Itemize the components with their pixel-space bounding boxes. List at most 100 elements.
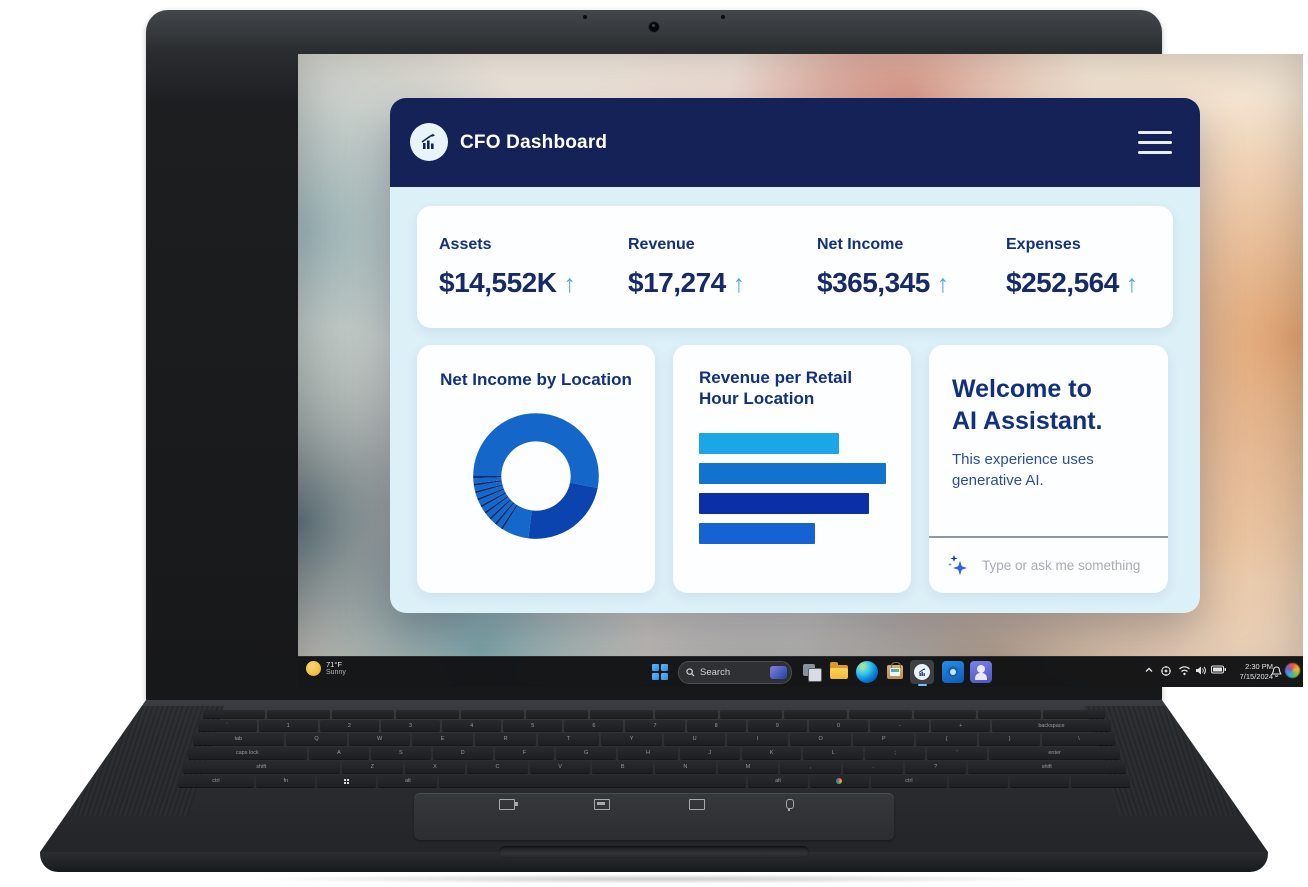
key: fn: [256, 775, 316, 787]
key: alt: [748, 775, 808, 787]
key: 2: [319, 720, 379, 731]
key: {: [916, 733, 978, 745]
key: M: [717, 761, 779, 773]
key: [719, 710, 783, 718]
gear-icon[interactable]: [1160, 665, 1172, 677]
weather-temp: 71°F: [326, 660, 342, 669]
key: Q: [286, 733, 348, 745]
tray-time: 2:30 PM: [1245, 662, 1273, 671]
app-logo: [410, 123, 448, 161]
kpi-assets: Assets $14,552K ↑: [417, 236, 606, 299]
store-icon[interactable]: [884, 661, 906, 683]
assistant-description: This experience uses generative AI.: [952, 451, 1094, 489]
key: H: [618, 747, 678, 759]
key: 9: [747, 720, 807, 731]
key: 4: [442, 720, 502, 731]
key: [784, 710, 847, 718]
wifi-icon[interactable]: [1178, 665, 1191, 676]
app-header: CFO Dashboard: [390, 98, 1200, 187]
kpi-label: Net Income: [817, 235, 904, 253]
window-icon: [689, 799, 705, 810]
key: [439, 775, 747, 787]
outlook-icon[interactable]: [942, 661, 964, 683]
microphone-dot: [721, 15, 725, 19]
screen-share-icon: [594, 799, 610, 810]
key: -: [870, 720, 930, 731]
kpi-label: Assets: [439, 235, 492, 253]
battery-icon[interactable]: [1211, 665, 1226, 674]
kpi-label: Revenue: [628, 235, 695, 253]
active-app-indicator: [918, 684, 927, 686]
key: [654, 710, 718, 718]
copilot-key: [809, 775, 869, 787]
hamburger-menu-icon[interactable]: [1138, 131, 1172, 154]
key: `: [197, 720, 257, 731]
chart-title: Net Income by Location: [440, 370, 632, 389]
key: [396, 710, 460, 718]
search-icon: [686, 668, 695, 677]
key: ctrl: [177, 775, 255, 787]
key: [202, 710, 266, 718]
edge-browser-icon[interactable]: [856, 661, 878, 683]
weather-widget[interactable]: 71°F Sunny: [306, 660, 346, 677]
volume-icon[interactable]: [1195, 665, 1207, 676]
key: caps lock: [187, 747, 308, 759]
key: E: [412, 733, 474, 745]
file-explorer-icon[interactable]: [828, 661, 850, 683]
ai-assistant-card: Welcome to AI Assistant. This experience…: [929, 345, 1168, 593]
key: I: [727, 733, 789, 745]
key: [461, 710, 524, 718]
assistant-heading: Welcome to AI Assistant.: [952, 375, 1103, 435]
cfo-dashboard-app-icon[interactable]: [910, 660, 934, 684]
key: [267, 710, 330, 718]
key: .: [842, 761, 904, 773]
kpi-revenue: Revenue $17,274 ↑: [606, 236, 795, 299]
task-view-icon[interactable]: [800, 661, 822, 683]
key: C: [467, 761, 528, 773]
kpi-label: Expenses: [1006, 235, 1081, 253]
bar: [699, 493, 870, 514]
notification-bell-icon[interactable]: [1271, 666, 1282, 678]
key: }: [979, 733, 1041, 745]
trend-up-icon: ↑: [563, 269, 576, 298]
webcam: [648, 21, 660, 33]
key: [590, 710, 653, 718]
key: [1071, 775, 1131, 787]
key: \: [1042, 733, 1116, 745]
page-title: CFO Dashboard: [460, 131, 608, 153]
bar: [699, 463, 886, 484]
key: 0: [808, 720, 869, 731]
key: [1010, 775, 1070, 787]
bing-daily-image-thumbnail: [770, 666, 787, 679]
key: V: [529, 761, 591, 773]
key: Z: [342, 761, 403, 773]
hidden-icons-chevron[interactable]: [1144, 665, 1154, 675]
trend-up-icon: ↑: [732, 269, 746, 298]
clock[interactable]: 2:30 PM 7/15/2024: [1240, 662, 1273, 681]
base-front-edge: [40, 852, 1268, 872]
windows-start-icon[interactable]: [652, 664, 668, 680]
key: ,: [780, 761, 841, 773]
windows-key: [317, 775, 377, 787]
revenue-per-retail-hour-card: Revenue per Retail Hour Location: [673, 345, 911, 593]
key: J: [679, 747, 740, 759]
search-input[interactable]: Search: [678, 661, 792, 684]
key: shift: [967, 761, 1126, 773]
tray-date: 7/15/2024: [1239, 671, 1273, 681]
laptop-lid: CFO Dashboard Assets $14,552K ↑ Revenue $…: [146, 10, 1303, 706]
key: S: [370, 747, 431, 759]
key: 5: [503, 720, 563, 731]
assistant-prompt-input[interactable]: [980, 556, 1154, 574]
lid-lift-notch: [499, 846, 809, 858]
trend-up-icon: ↑: [1125, 269, 1139, 298]
key: W: [349, 733, 411, 745]
teams-icon[interactable]: [970, 661, 992, 683]
key: 1: [258, 720, 318, 731]
key: D: [432, 747, 493, 759]
cfo-dashboard-window: CFO Dashboard Assets $14,552K ↑ Revenue $…: [390, 98, 1200, 613]
kpi-value: $14,552K ↑: [439, 266, 576, 298]
key: G: [556, 747, 617, 759]
copilot-icon[interactable]: [1285, 663, 1300, 678]
laptop-shadow: [70, 872, 1240, 886]
